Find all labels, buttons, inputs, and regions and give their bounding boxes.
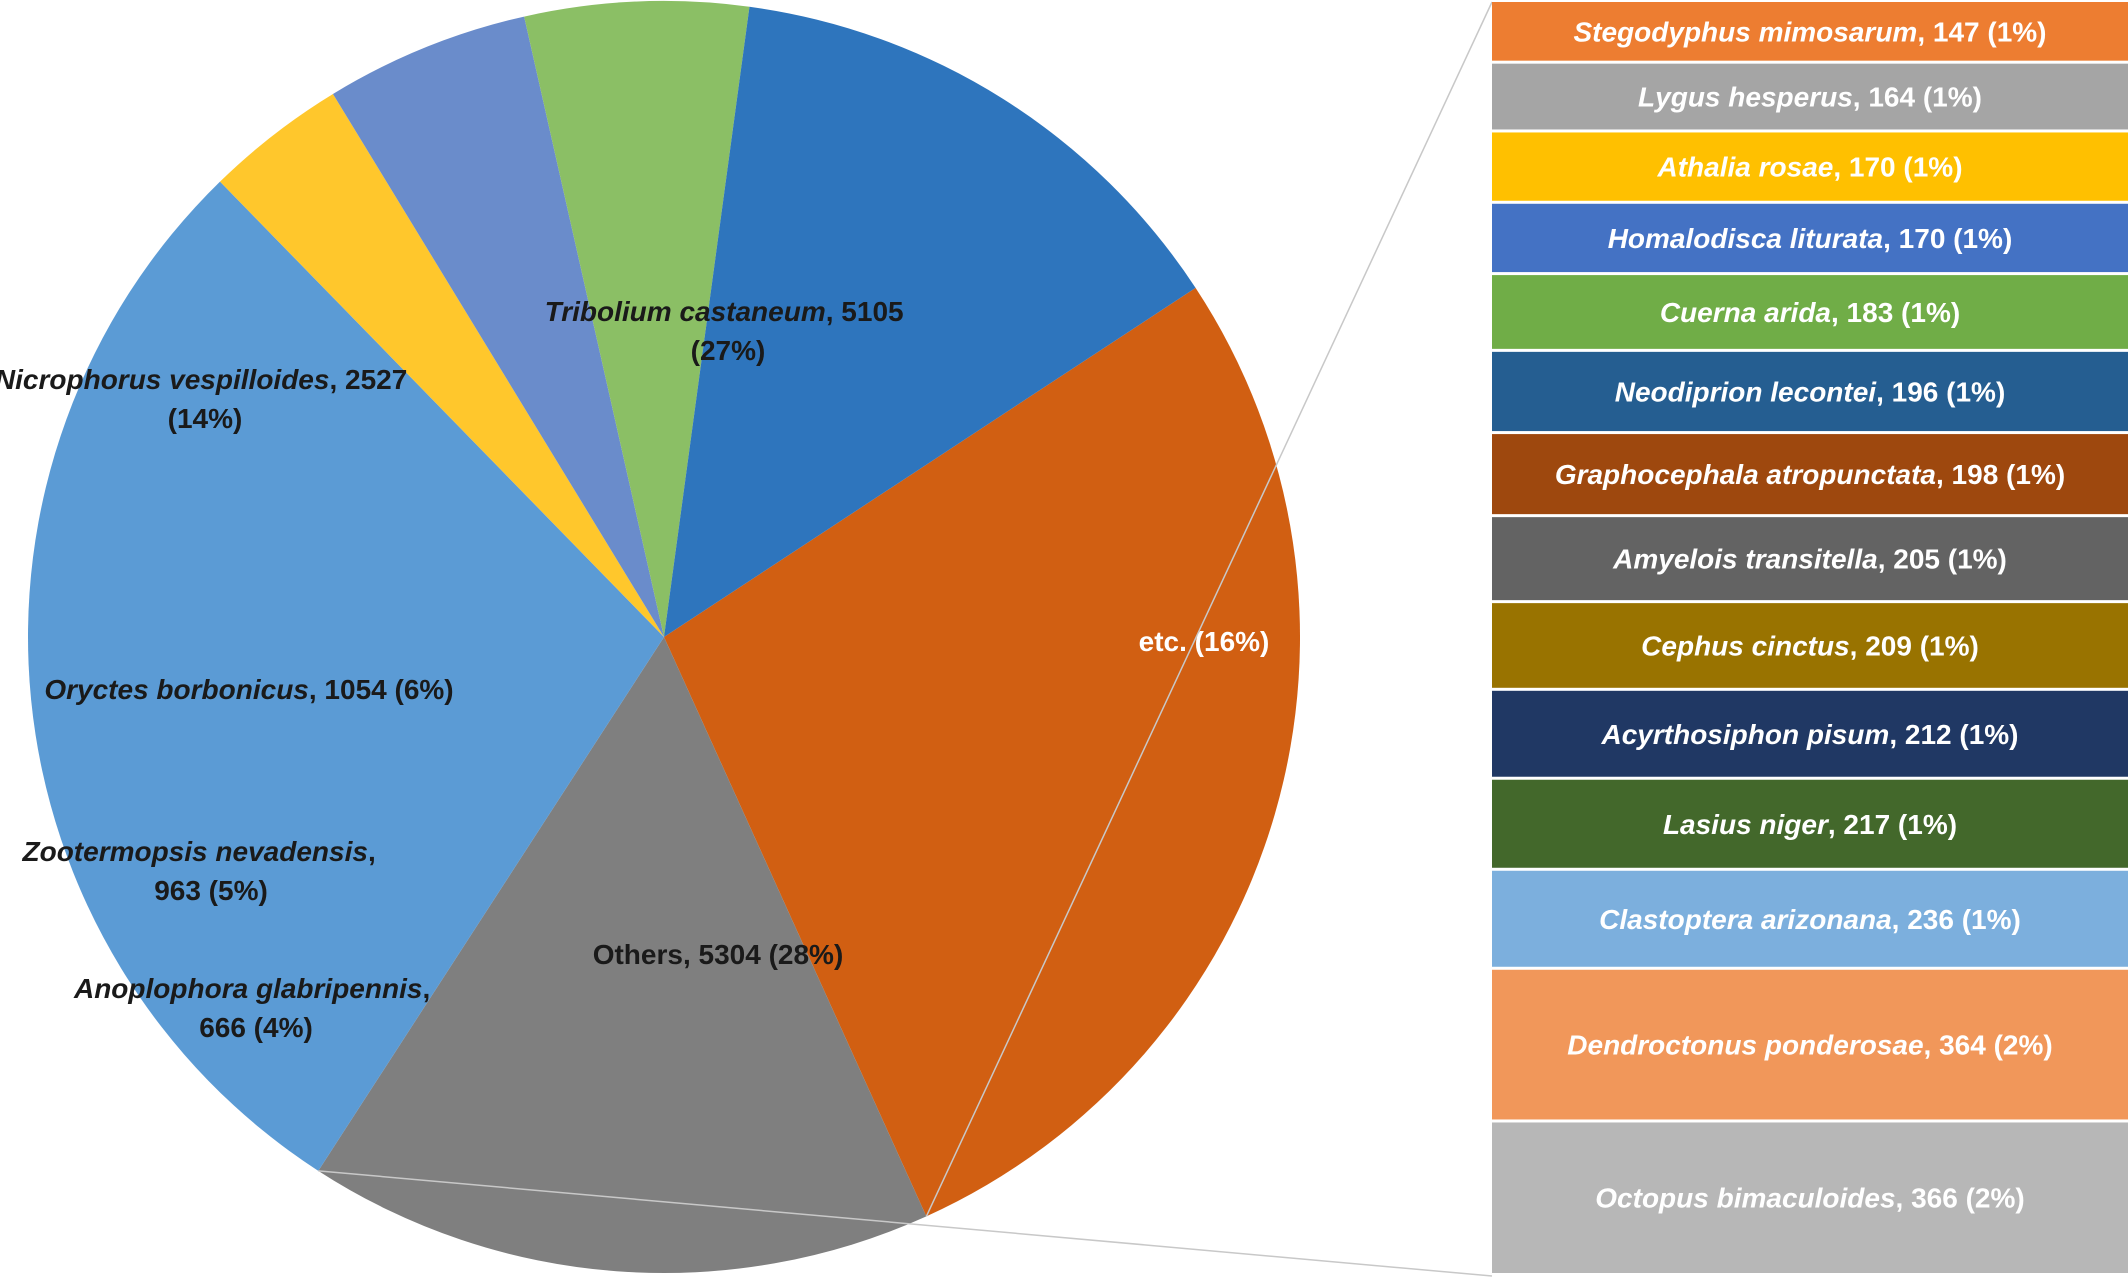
pie-slice-anoplophora-glabripennis	[220, 93, 664, 637]
stack-label-cuerna-arida: Cuerna arida, 183 (1%)	[1660, 297, 1960, 328]
stack-segment-amyelois-transitella	[1492, 517, 2128, 601]
stack-label-stegodyphus-mimosarum: Stegodyphus mimosarum, 147 (1%)	[1573, 16, 2046, 47]
stack-segment-athalia-rosae	[1492, 132, 2128, 201]
slice-label-oryctes: Oryctes borbonicus, 1054 (6%)	[44, 674, 453, 705]
connector-line-top	[925, 1, 1493, 1217]
connector-lines	[318, 1, 1493, 1277]
connector-line-bottom	[318, 1170, 1493, 1277]
stack-segment-cuerna-arida	[1492, 275, 2128, 349]
stack-segment-lygus-hesperus	[1492, 63, 2128, 130]
slice-label-tribolium: Tribolium castaneum, 5105 (27%)	[545, 296, 912, 366]
stack-label-cephus-cinctus: Cephus cinctus, 209 (1%)	[1641, 630, 1979, 661]
etc-breakdown-stack: Stegodyphus mimosarum, 147 (1%) Lygus hes…	[1492, 2, 2128, 1273]
stack-segment-lasius-niger	[1492, 779, 2128, 868]
stack-segment-cephus-cinctus	[1492, 603, 2128, 688]
stack-label-dendroctonus-ponderosae: Dendroctonus ponderosae, 364 (2%)	[1567, 1030, 2052, 1061]
stack-label-lygus-hesperus: Lygus hesperus, 164 (1%)	[1638, 82, 1982, 113]
slice-label-anoplophora: Anoplophora glabripennis, 666 (4%)	[73, 973, 438, 1043]
pie-slices	[28, 1, 1301, 1274]
slice-label-zootermopsis: Zootermopsis nevadensis, 963 (5%)	[22, 836, 384, 906]
pie-slice-zootermopsis-nevadensis	[332, 16, 664, 637]
stack-segment-acyrthosiphon-pisum	[1492, 690, 2128, 777]
stack-segment-neodiprion-lecontei	[1492, 351, 2128, 432]
stack-label-graphocephala-atropunctata: Graphocephala atropunctata, 198 (1%)	[1555, 459, 2065, 490]
slice-label-others: Others, 5304 (28%)	[593, 939, 844, 970]
stack-label-octopus-bimaculoides: Octopus bimaculoides, 366 (2%)	[1595, 1183, 2024, 1214]
stack-segment-graphocephala-atropunctata	[1492, 434, 2128, 515]
pie-slice-tribolium-castaneum	[664, 287, 1301, 1217]
stack-segment-homalodisca-liturata	[1492, 203, 2128, 273]
stack-label-amyelois-transitella: Amyelois transitella, 205 (1%)	[1612, 544, 2007, 575]
stack-label-clastoptera-arizonana: Clastoptera arizonana, 236 (1%)	[1599, 904, 2021, 935]
stack-segment-dendroctonus-ponderosae	[1492, 969, 2128, 1120]
slice-label-nicrophorus: Nicrophorus vespilloides, 2527 (14%)	[0, 364, 415, 434]
stack-segment-stegodyphus-mimosarum	[1492, 2, 2128, 61]
stack-label-acyrthosiphon-pisum: Acyrthosiphon pisum, 212 (1%)	[1601, 719, 2019, 750]
slice-label-etc: etc. (16%)	[1139, 626, 1270, 657]
pie-slice-nicrophorus-vespilloides	[664, 6, 1196, 637]
stack-segment-octopus-bimaculoides	[1492, 1122, 2128, 1273]
stack-segment-clastoptera-arizonana	[1492, 870, 2128, 967]
stack-label-neodiprion-lecontei: Neodiprion lecontei, 196 (1%)	[1615, 376, 2006, 407]
stack-label-homalodisca-liturata: Homalodisca liturata, 170 (1%)	[1608, 223, 2013, 254]
stack-label-lasius-niger: Lasius niger, 217 (1%)	[1663, 809, 1957, 840]
pie-slice-etc	[318, 637, 927, 1274]
stack-label-athalia-rosae: Athalia rosae, 170 (1%)	[1656, 152, 1962, 183]
pie-slice-oryctes-borbonicus	[524, 1, 750, 638]
pie-slice-others	[28, 181, 664, 1171]
